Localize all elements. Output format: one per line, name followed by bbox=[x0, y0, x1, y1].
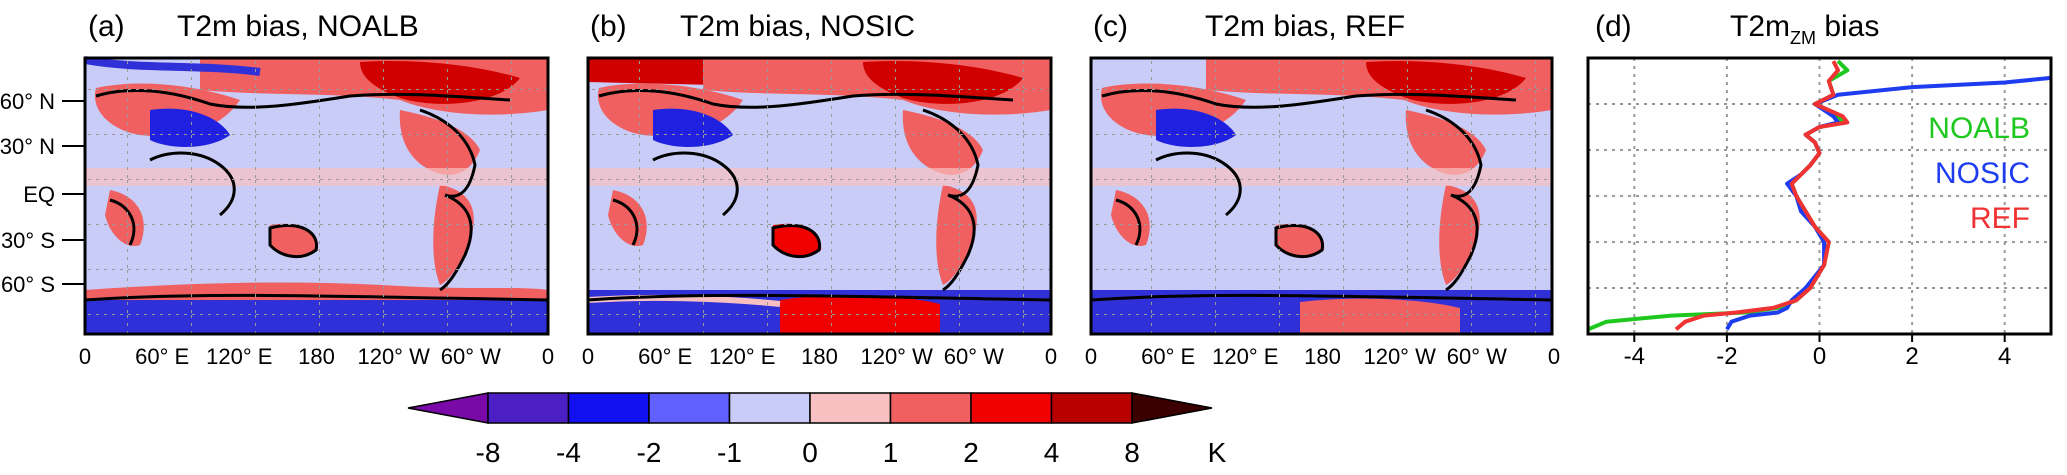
colorbar-segment bbox=[648, 392, 731, 424]
lon-tick-label: 120° W bbox=[357, 344, 430, 369]
chart-grid bbox=[1588, 58, 2051, 334]
colorbar-segment bbox=[1050, 392, 1133, 424]
colorbar-label: -1 bbox=[717, 437, 742, 468]
chart-title-main: T2m bbox=[1730, 10, 1790, 43]
panel-title: T2m bias, REF bbox=[1205, 10, 1405, 43]
chart-title: T2mZM bias bbox=[1730, 10, 1879, 48]
map-grid bbox=[588, 58, 1051, 334]
x-tick-label: -2 bbox=[1716, 343, 1737, 370]
x-tick-label: 2 bbox=[1905, 343, 1918, 370]
colorbar-segment bbox=[487, 392, 570, 424]
latitude-tick-labels: 60° N 30° N EQ 30° S 60° S bbox=[0, 89, 85, 297]
lon-tick-label: 180 bbox=[298, 344, 335, 369]
lon-tick-label: 120° E bbox=[1212, 344, 1278, 369]
colorbar-extend-low bbox=[407, 392, 489, 424]
map-frame bbox=[1089, 56, 1554, 336]
map-panel-nosic: (b) T2m bias, NOSIC bbox=[586, 10, 1053, 336]
map-panel-ref: (c) T2m bias, REF bbox=[1089, 10, 1554, 336]
lon-tick-label: 60° E bbox=[135, 344, 189, 369]
lat-tick-label: 60° N bbox=[0, 89, 55, 114]
x-tick-label: 0 bbox=[1813, 343, 1826, 370]
lon-tick-label: 0 bbox=[79, 344, 91, 369]
series-line-ref bbox=[1674, 60, 1850, 331]
colorbar-label: 2 bbox=[963, 437, 979, 468]
map-grid bbox=[85, 58, 548, 334]
lon-tick-label: 60° E bbox=[638, 344, 692, 369]
colorbar-label: 1 bbox=[883, 437, 899, 468]
legend-entry-ref: REF bbox=[1970, 202, 2030, 235]
lon-tick-label: 180 bbox=[1304, 344, 1341, 369]
panel-letter: (b) bbox=[590, 10, 627, 43]
zonal-mean-panel: (d) T2mZM bias -4 -2 0 2 4 NOALB NOSIC REF bbox=[1586, 10, 2053, 370]
lat-tick-label: 60° S bbox=[1, 272, 55, 297]
colorbar-extend-high bbox=[1131, 392, 1213, 424]
colorbar-label: 0 bbox=[802, 437, 818, 468]
chart-title-tail: bias bbox=[1816, 10, 1879, 43]
lon-tick-label: 0 bbox=[1548, 344, 1560, 369]
lat-tick-label: 30° N bbox=[0, 134, 55, 159]
colorbar-segment bbox=[728, 392, 811, 424]
chart-title-sub: ZM bbox=[1790, 28, 1816, 48]
colorbar-label: 4 bbox=[1044, 437, 1060, 468]
lon-tick-label: 60° W bbox=[1447, 344, 1507, 369]
colorbar-segment bbox=[889, 392, 972, 424]
panel-letter: (d) bbox=[1595, 10, 1632, 43]
chart-legend: NOALB NOSIC REF bbox=[1928, 112, 2030, 235]
x-tick-label: 4 bbox=[1998, 343, 2011, 370]
lat-tick-label: EQ bbox=[23, 182, 55, 207]
lat-tick-label: 30° S bbox=[1, 228, 55, 253]
lon-tick-label: 60° E bbox=[1141, 344, 1195, 369]
legend-entry-noalb: NOALB bbox=[1928, 112, 2030, 145]
panel-title: T2m bias, NOSIC bbox=[680, 10, 915, 43]
colorbar-label: 8 bbox=[1124, 437, 1140, 468]
colorbar-unit: K bbox=[1208, 437, 1227, 468]
map-grid bbox=[1091, 58, 1552, 334]
lon-tick-label: 0 bbox=[542, 344, 554, 369]
lon-tick-label: 0 bbox=[582, 344, 594, 369]
colorbar-segment bbox=[970, 392, 1053, 424]
legend-entry-nosic: NOSIC bbox=[1935, 157, 2030, 190]
lon-tick-label: 60° W bbox=[944, 344, 1004, 369]
map-panel-noalb: (a) T2m bias, NOALB bbox=[83, 10, 550, 336]
lon-tick-label: 120° W bbox=[860, 344, 933, 369]
colorbar: -8 -4 -2 -1 0 1 2 4 8 K bbox=[407, 392, 1227, 468]
colorbar-label: -4 bbox=[556, 437, 581, 468]
lon-tick-label: 180 bbox=[801, 344, 838, 369]
lon-tick-label: 120° E bbox=[206, 344, 272, 369]
lon-tick-label: 120° W bbox=[1363, 344, 1436, 369]
lon-tick-label: 0 bbox=[1085, 344, 1097, 369]
colorbar-label: -8 bbox=[476, 437, 501, 468]
map-frame bbox=[83, 56, 550, 336]
colorbar-segment bbox=[567, 392, 650, 424]
chart-x-ticks: -4 -2 0 2 4 bbox=[1624, 334, 2011, 370]
x-tick-label: -4 bbox=[1624, 343, 1645, 370]
lon-tick-label: 120° E bbox=[709, 344, 775, 369]
panel-letter: (a) bbox=[88, 10, 125, 43]
longitude-tick-labels: 0 60° E 120° E 180 120° W 60° W 0 0 60° E 120° E 1… bbox=[79, 344, 1560, 369]
colorbar-label: -2 bbox=[637, 437, 662, 468]
map-frame bbox=[586, 56, 1053, 336]
panel-letter: (c) bbox=[1093, 10, 1128, 43]
lon-tick-label: 60° W bbox=[441, 344, 501, 369]
chart-series bbox=[1587, 59, 2052, 332]
panel-title: T2m bias, NOALB bbox=[177, 10, 419, 43]
lon-tick-label: 0 bbox=[1045, 344, 1057, 369]
colorbar-segment bbox=[809, 392, 892, 424]
